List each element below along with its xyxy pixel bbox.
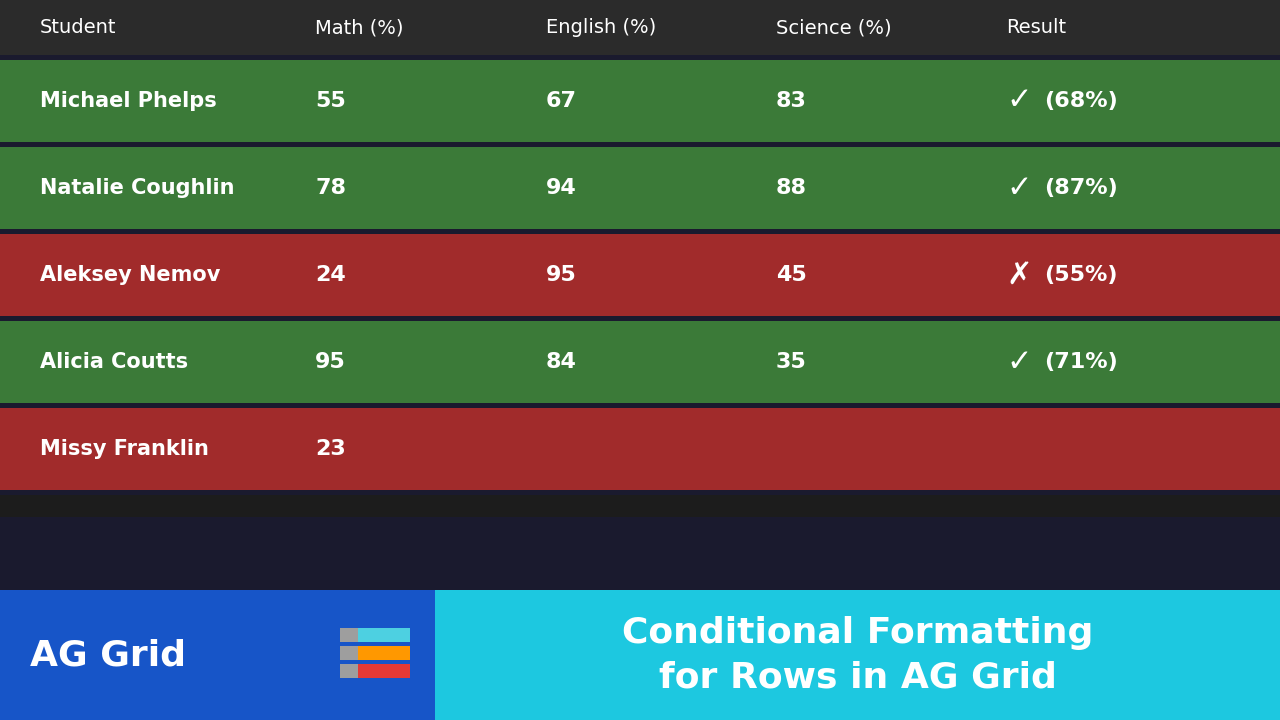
Bar [358,628,410,642]
Text: 78: 78 [315,178,346,198]
Bar [0,234,1280,316]
Text: Natalie Coughlin: Natalie Coughlin [40,178,234,198]
Text: 55: 55 [315,91,346,111]
Text: 95: 95 [315,352,346,372]
Text: Missy Franklin: Missy Franklin [40,439,209,459]
Text: (71%): (71%) [1044,352,1119,372]
Bar [0,495,1280,517]
Bar [435,590,1280,720]
Text: Result: Result [1006,18,1066,37]
Text: 84: 84 [545,352,576,372]
Text: Alicia Coutts: Alicia Coutts [40,352,188,372]
Text: (68%): (68%) [1044,91,1119,111]
Bar [0,408,1280,490]
Bar [358,646,410,660]
Text: 35: 35 [776,352,806,372]
Text: ✓: ✓ [1006,348,1032,377]
Text: 94: 94 [545,178,576,198]
Bar [0,517,1280,590]
Bar [358,664,410,678]
Text: ✓: ✓ [1006,174,1032,202]
Text: (55%): (55%) [1044,265,1117,285]
Text: 24: 24 [315,265,346,285]
Bar [0,0,1280,55]
Text: 83: 83 [776,91,806,111]
Text: AG Grid: AG Grid [29,638,186,672]
Bar [0,147,1280,229]
Text: Student: Student [40,18,116,37]
Text: Science (%): Science (%) [776,18,892,37]
Bar [0,321,1280,403]
Bar [340,646,392,660]
Text: Aleksey Nemov: Aleksey Nemov [40,265,220,285]
Text: 45: 45 [776,265,806,285]
Bar [0,590,435,720]
Text: English (%): English (%) [545,18,655,37]
Bar [0,60,1280,142]
Text: ✗: ✗ [1006,261,1032,289]
Text: 67: 67 [545,91,576,111]
Text: Math (%): Math (%) [315,18,403,37]
Text: (87%): (87%) [1044,178,1119,198]
Text: 23: 23 [315,439,346,459]
Text: ✓: ✓ [1006,86,1032,115]
Bar [340,664,392,678]
Text: 88: 88 [776,178,806,198]
Text: Conditional Formatting
for Rows in AG Grid: Conditional Formatting for Rows in AG Gr… [622,616,1093,694]
Bar [340,628,392,642]
Text: Michael Phelps: Michael Phelps [40,91,216,111]
Text: 95: 95 [545,265,576,285]
